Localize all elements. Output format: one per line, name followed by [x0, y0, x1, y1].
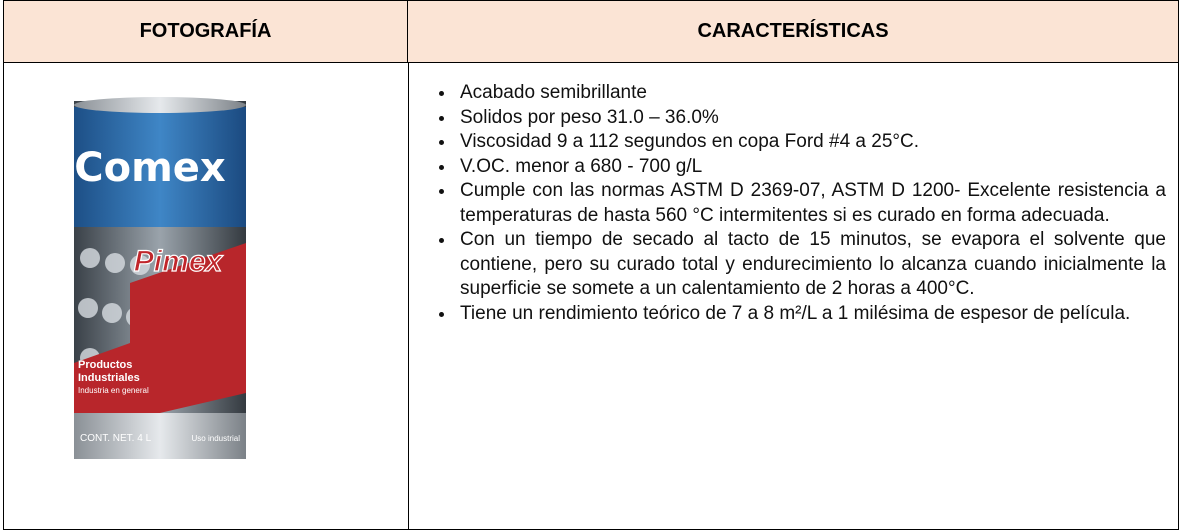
- can-text: CONT. NET. 4 L: [80, 433, 152, 444]
- can-text: Uso industrial: [192, 434, 241, 443]
- can-text: Industriales: [78, 372, 140, 384]
- header-cell: CARACTERÍSTICAS: [408, 1, 1178, 63]
- feature-item: Solidos por peso 31.0 – 36.0%: [456, 106, 1166, 131]
- feature-list: Acabado semibrillanteSolidos por peso 31…: [431, 81, 1166, 326]
- can-text: Industria en general: [78, 386, 149, 395]
- feature-item: Con un tiempo de secado al tacto de 15 m…: [456, 228, 1166, 302]
- feature-item: Tiene un rendimiento teórico de 7 a 8 m²…: [456, 302, 1166, 327]
- product-photo: Comex Pimex Productos Industriales Indus…: [74, 97, 246, 459]
- feature-item: Viscosidad 9 a 112 segundos en copa Ford…: [456, 130, 1166, 155]
- brand: Comex: [74, 145, 226, 191]
- column-border: [408, 63, 409, 529]
- feature-item: Acabado semibrillante: [456, 81, 1166, 106]
- header-cell: FOTOGRAFÍA: [4, 1, 408, 63]
- product-name: Pimex: [134, 245, 224, 278]
- feature-item: Cumple con las normas ASTM D 2369-07, AS…: [456, 179, 1166, 228]
- feature-item: V.OC. menor a 680 - 700 g/L: [456, 155, 1166, 180]
- table: FOTOGRAFÍA CARACTERÍSTICAS Comex Pimex P…: [3, 0, 1179, 530]
- can-text: Productos: [78, 359, 132, 371]
